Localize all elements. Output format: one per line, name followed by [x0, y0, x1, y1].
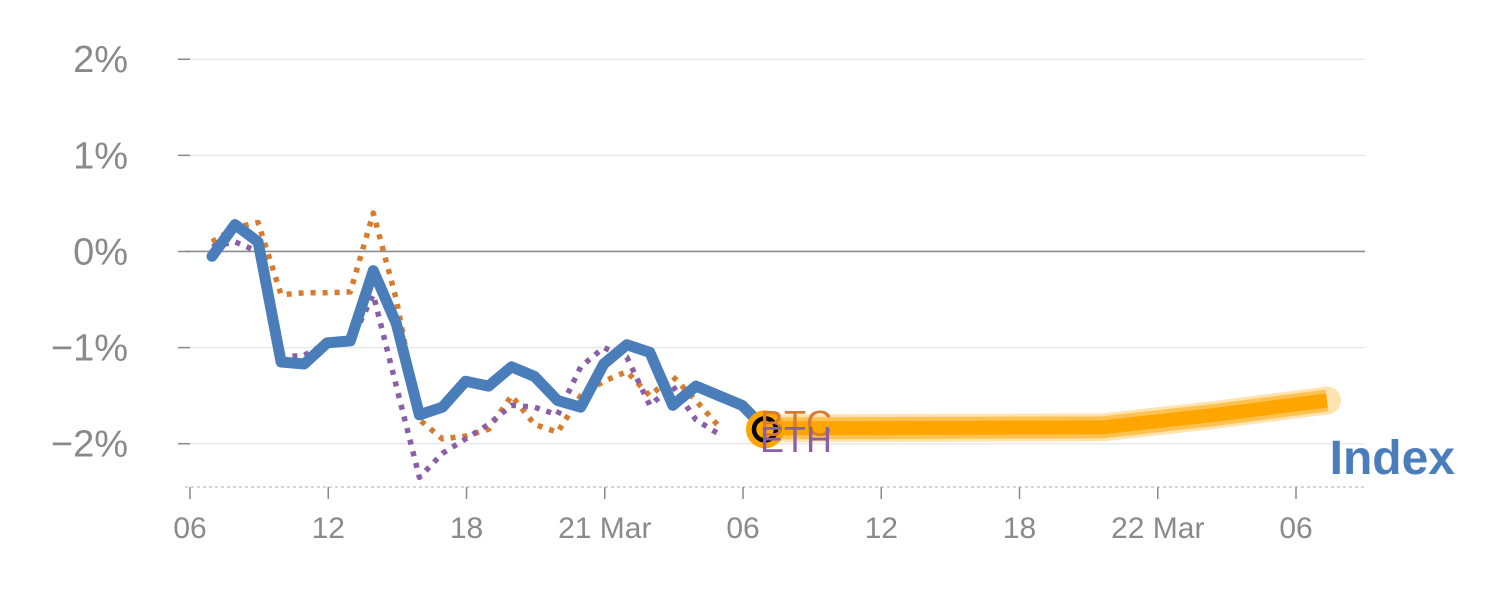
x-tick-label: 21 Mar [558, 512, 651, 545]
y-tick-label: −1% [51, 328, 128, 370]
forecast-band [764, 393, 1328, 436]
x-axis: 06 12 18 21 Mar 06 12 18 22 Mar 06 [173, 486, 1365, 545]
x-tick-label: 06 [173, 512, 206, 545]
chart-title: Index [1330, 432, 1456, 485]
series-line-btc [210, 210, 721, 442]
y-tick-label: 2% [73, 39, 128, 81]
grid-lines [185, 58, 1365, 445]
x-tick-label: 06 [1279, 512, 1312, 545]
plot-series [206, 210, 1341, 481]
x-tick-label: 18 [450, 512, 483, 545]
y-tick-label: 1% [73, 135, 128, 177]
series-line-eth [211, 239, 721, 481]
current-marker-halo [746, 410, 784, 449]
x-tick-label: 18 [1003, 512, 1036, 545]
x-tick-label: 06 [726, 512, 759, 545]
x-tick-label: 12 [865, 512, 898, 545]
series-label-eth: ETH [760, 419, 832, 460]
current-marker-ring [751, 416, 779, 443]
x-tick-label: 22 Mar [1111, 512, 1204, 545]
y-tick-label: −2% [51, 424, 128, 466]
y-tick-label: 0% [73, 231, 128, 273]
series-line-index [206, 219, 771, 434]
y-axis-ticks: 2% 1% 0% −1% −2% [51, 39, 190, 466]
x-tick-label: 12 [312, 512, 345, 545]
series-label-btc: BTC [760, 403, 832, 444]
